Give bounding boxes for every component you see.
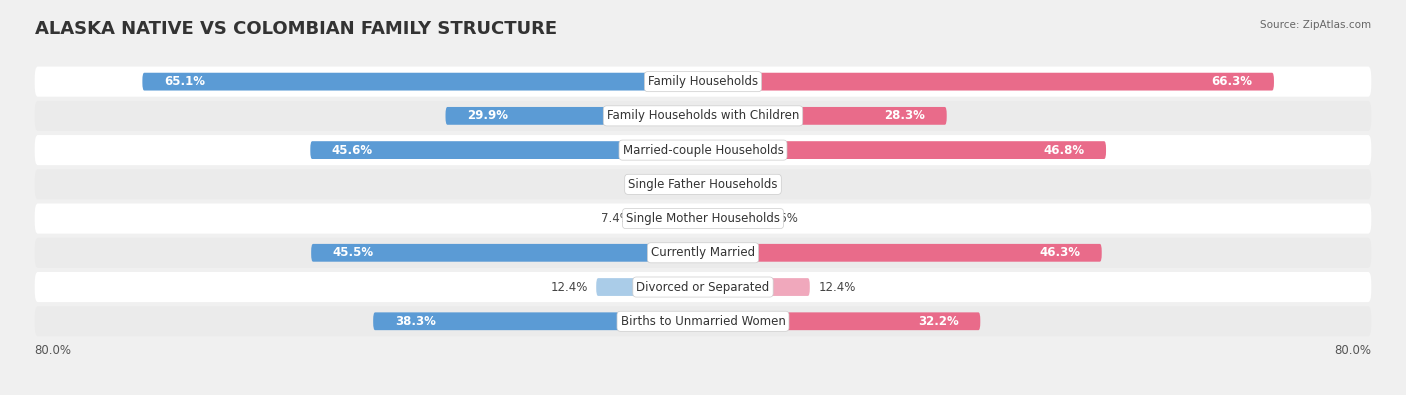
Text: 3.5%: 3.5%: [634, 178, 664, 191]
FancyBboxPatch shape: [673, 175, 703, 193]
Text: 6.6%: 6.6%: [769, 212, 799, 225]
Text: Currently Married: Currently Married: [651, 246, 755, 259]
Text: Single Mother Households: Single Mother Households: [626, 212, 780, 225]
FancyBboxPatch shape: [596, 278, 703, 296]
FancyBboxPatch shape: [35, 135, 1371, 165]
FancyBboxPatch shape: [446, 107, 703, 125]
FancyBboxPatch shape: [35, 203, 1371, 233]
FancyBboxPatch shape: [311, 141, 703, 159]
FancyBboxPatch shape: [703, 141, 1107, 159]
Text: 38.3%: 38.3%: [395, 315, 436, 328]
Text: 46.8%: 46.8%: [1043, 144, 1084, 156]
Text: 32.2%: 32.2%: [918, 315, 959, 328]
FancyBboxPatch shape: [703, 107, 946, 125]
FancyBboxPatch shape: [35, 67, 1371, 97]
Text: Births to Unmarried Women: Births to Unmarried Women: [620, 315, 786, 328]
Text: 28.3%: 28.3%: [884, 109, 925, 122]
Text: 45.5%: 45.5%: [333, 246, 374, 259]
Text: Divorced or Separated: Divorced or Separated: [637, 280, 769, 293]
FancyBboxPatch shape: [35, 238, 1371, 268]
Text: 29.9%: 29.9%: [467, 109, 508, 122]
Text: 45.6%: 45.6%: [332, 144, 373, 156]
FancyBboxPatch shape: [35, 101, 1371, 131]
Text: 2.3%: 2.3%: [731, 178, 761, 191]
FancyBboxPatch shape: [373, 312, 703, 330]
FancyBboxPatch shape: [35, 169, 1371, 199]
FancyBboxPatch shape: [703, 73, 1274, 90]
Text: 80.0%: 80.0%: [35, 344, 72, 357]
Text: Family Households: Family Households: [648, 75, 758, 88]
FancyBboxPatch shape: [35, 306, 1371, 336]
FancyBboxPatch shape: [703, 175, 723, 193]
Text: 80.0%: 80.0%: [1334, 344, 1371, 357]
FancyBboxPatch shape: [703, 244, 1102, 262]
FancyBboxPatch shape: [703, 278, 810, 296]
FancyBboxPatch shape: [35, 272, 1371, 302]
Text: 12.4%: 12.4%: [818, 280, 856, 293]
FancyBboxPatch shape: [703, 210, 759, 228]
FancyBboxPatch shape: [703, 312, 980, 330]
Text: 12.4%: 12.4%: [550, 280, 588, 293]
FancyBboxPatch shape: [311, 244, 703, 262]
Text: 65.1%: 65.1%: [165, 75, 205, 88]
Text: Married-couple Households: Married-couple Households: [623, 144, 783, 156]
Text: 46.3%: 46.3%: [1039, 246, 1080, 259]
FancyBboxPatch shape: [142, 73, 703, 90]
Text: Source: ZipAtlas.com: Source: ZipAtlas.com: [1260, 20, 1371, 30]
Text: 66.3%: 66.3%: [1212, 75, 1253, 88]
Text: 7.4%: 7.4%: [600, 212, 631, 225]
Text: Family Households with Children: Family Households with Children: [607, 109, 799, 122]
Text: Single Father Households: Single Father Households: [628, 178, 778, 191]
FancyBboxPatch shape: [640, 210, 703, 228]
Text: ALASKA NATIVE VS COLOMBIAN FAMILY STRUCTURE: ALASKA NATIVE VS COLOMBIAN FAMILY STRUCT…: [35, 20, 557, 38]
